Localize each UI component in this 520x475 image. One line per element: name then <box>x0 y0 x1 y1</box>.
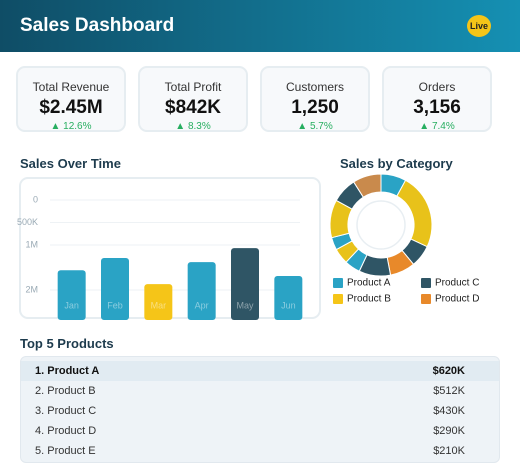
product-sales: $290K <box>433 425 465 437</box>
x-tick-label: Jun <box>281 300 296 310</box>
legend-label: Product D <box>435 294 479 305</box>
product-name: 5. Product E <box>35 445 96 457</box>
section-title: Sales by Category <box>340 156 453 171</box>
bar <box>144 284 173 320</box>
product-sales: $620K <box>432 365 465 377</box>
product-sales: $512K <box>433 385 465 397</box>
table-row: 1. Product A $620K <box>21 361 499 381</box>
x-tick-label: Apr <box>195 300 209 310</box>
live-badge: Live <box>467 15 491 37</box>
kpi-label: Total Profit <box>164 80 222 94</box>
legend-swatch <box>333 278 343 288</box>
kpi-change-value: 8.3% <box>187 121 211 132</box>
products-table: 1. Product A $620K 2. Product B $512K 3. Pro… <box>20 356 500 463</box>
kpi-label: Orders <box>418 80 456 94</box>
y-tick-label: 1M <box>25 239 38 249</box>
kpi-change: ▲ 12.6% <box>18 121 124 132</box>
kpi-value: $2.45M <box>39 97 103 118</box>
bar <box>57 270 86 320</box>
kpi-card: Customers 1,250 ▲ 5.7% <box>260 66 370 132</box>
kpi-card: Orders 3,156 ▲ 7.4% <box>382 66 492 132</box>
product-sales: $430K <box>433 405 465 417</box>
y-tick-label: 0 <box>33 194 38 204</box>
product-name: 3. Product C <box>35 405 97 417</box>
legend-swatch <box>421 278 431 288</box>
kpi-value: 1,250 <box>291 97 339 118</box>
kpi-change: ▲ 7.4% <box>384 121 490 132</box>
kpi-change-value: 5.7% <box>309 121 333 132</box>
table-row: 5. Product E $210K <box>21 441 499 461</box>
kpi-change-value: 7.4% <box>431 121 455 132</box>
pie-slice <box>352 173 382 198</box>
up-arrow: ▲ <box>175 121 188 132</box>
legend-swatch <box>421 294 431 304</box>
table-row: 3. Product C $430K <box>21 401 499 421</box>
kpi-label: Total Revenue <box>32 80 110 94</box>
up-arrow: ▲ <box>419 121 432 132</box>
bar <box>101 258 129 320</box>
kpi-card: Total Profit $842K ▲ 8.3% <box>138 66 248 132</box>
y-tick-label: 500K <box>17 217 38 227</box>
product-name: 4. Product D <box>35 425 97 437</box>
header: Sales Dashboard Live <box>0 0 520 52</box>
x-tick-label: Mar <box>151 300 167 310</box>
up-arrow: ▲ <box>297 121 310 132</box>
bar <box>274 276 303 320</box>
section-title: Top 5 Products <box>20 336 114 351</box>
table-row: 4. Product D $290K <box>21 421 499 441</box>
legend-label: Product A <box>347 278 391 289</box>
header-title: Sales Dashboard <box>20 15 175 36</box>
legend-label: Product C <box>435 278 479 289</box>
up-arrow: ▲ <box>50 121 64 132</box>
y-tick-label: 2M <box>25 284 38 294</box>
legend-swatch <box>333 294 343 304</box>
bar <box>231 248 259 320</box>
kpi-card: Total Revenue $2.45M ▲ 12.6% <box>16 66 126 132</box>
product-name: 2. Product B <box>35 385 96 397</box>
table-row: 2. Product B $512K <box>21 381 499 401</box>
kpi-change: ▲ 8.3% <box>140 121 246 132</box>
legend-label: Product B <box>347 294 391 305</box>
kpi-change-value: 12.6% <box>63 121 92 132</box>
section-title: Sales Over Time <box>20 156 121 171</box>
x-tick-label: Jan <box>64 300 79 310</box>
product-name: 1. Product A <box>35 365 100 377</box>
kpi-change: ▲ 5.7% <box>262 121 368 132</box>
kpi-value: $842K <box>165 97 221 118</box>
donut-ring <box>356 200 406 250</box>
kpi-value: 3,156 <box>413 97 461 118</box>
x-tick-label: May <box>236 300 254 310</box>
product-sales: $210K <box>433 445 465 457</box>
kpi-label: Customers <box>285 80 344 94</box>
x-tick-label: Feb <box>107 300 123 310</box>
bar <box>187 262 216 320</box>
